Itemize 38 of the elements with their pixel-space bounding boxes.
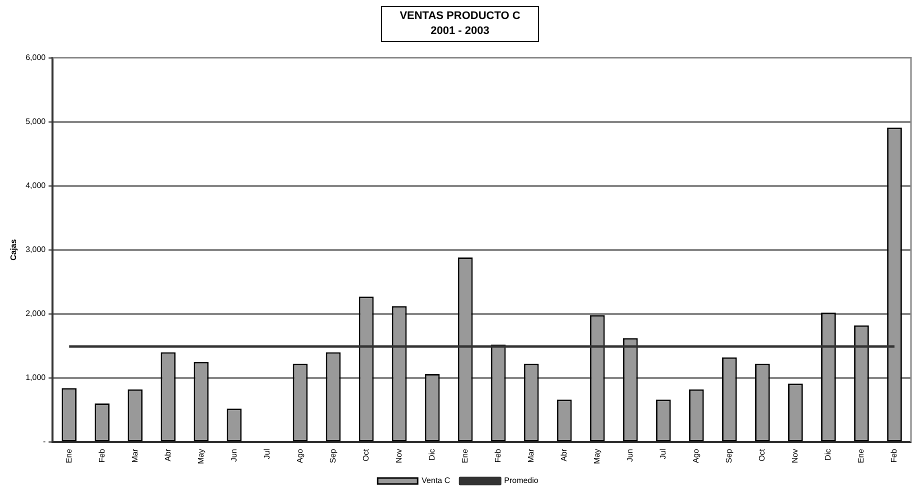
x-tick-label: Nov [394,448,404,464]
y-tick-label: 5,000 [26,117,46,126]
x-tick-label: Dic [824,448,833,460]
x-tick-label: Mar [130,448,140,463]
x-tick-label: Feb [97,448,106,463]
y-tick-label: 1,000 [26,373,46,382]
chart-subtitle: 2001 - 2003 [430,24,490,39]
x-tick-label: Sep [724,448,734,464]
x-tick-label: Jul [262,448,272,460]
x-tick-label: Abr [163,448,172,462]
y-tick-label: 3,000 [26,245,46,254]
x-tick-label: Jul [658,448,668,460]
x-tick-label: Nov [790,448,800,464]
x-tick-label: May [592,448,602,464]
x-tick-label: Oct [758,448,767,462]
x-tick-label: Oct [361,448,370,462]
y-tick-label: 2,000 [26,309,46,318]
legend-label: Venta C [422,476,450,486]
x-tick-label: Jun [229,448,238,462]
x-tick-label: Abr [560,448,569,462]
x-tick-label: Feb [494,448,503,463]
x-tick-label: Ene [64,448,74,464]
x-tick-label: May [196,448,206,464]
x-tick-label: Ene [460,448,470,464]
x-tick-label: Sep [328,448,338,464]
x-tick-label: Feb [890,448,899,463]
y-axis-title: Cajas [9,238,18,261]
x-tick-label: Ago [692,448,701,464]
legend-label: Promedio [504,476,539,486]
y-tick-label: - [42,437,46,446]
chart-title: VENTAS PRODUCTO C [398,9,522,24]
x-tick-label: Ene [856,448,866,464]
y-tick-label: 6,000 [26,53,46,62]
x-tick-label: Jun [626,448,635,462]
y-tick-label: 4,000 [26,181,46,190]
x-tick-label: Dic [427,448,436,460]
x-tick-label: Mar [526,448,536,463]
x-tick-label: Ago [295,448,304,464]
